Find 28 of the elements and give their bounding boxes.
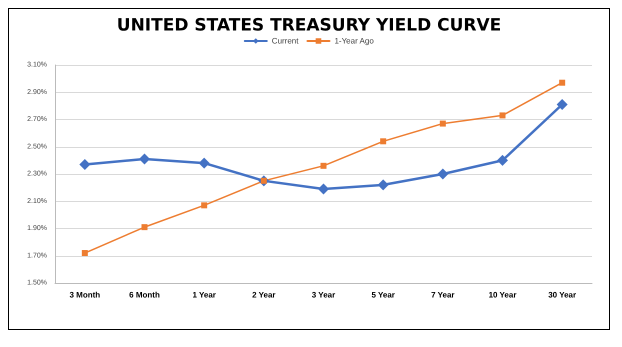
x-tick-label: 5 Year (371, 290, 395, 300)
point (139, 154, 150, 165)
point (320, 162, 326, 169)
point (559, 80, 566, 86)
x-tick-label: 3 Month (69, 290, 100, 300)
x-tick-label: 6 Month (129, 290, 160, 300)
x-tick-label: 1 Year (192, 290, 216, 300)
point (380, 138, 386, 144)
point (198, 158, 210, 169)
point (318, 183, 329, 194)
x-tick-label: 7 Year (431, 290, 455, 300)
chart-title: UNITED STATES TREASURY YIELD CURVE (116, 16, 502, 36)
legend-label: 1-Year Ago (334, 36, 374, 46)
x-tick-label: 3 Year (312, 290, 336, 300)
point (556, 99, 568, 110)
point (79, 158, 90, 170)
x-tick-label: 2 Year (252, 290, 276, 300)
point (500, 112, 506, 118)
point (497, 154, 508, 166)
legend-label: Current (272, 36, 300, 46)
point (142, 224, 148, 230)
point (437, 168, 448, 180)
point (378, 179, 389, 190)
x-tick-label: 30 Year (548, 290, 576, 300)
x-tick-label: 10 Year (488, 290, 516, 300)
point (82, 250, 88, 256)
point (201, 202, 208, 208)
point (440, 120, 446, 127)
